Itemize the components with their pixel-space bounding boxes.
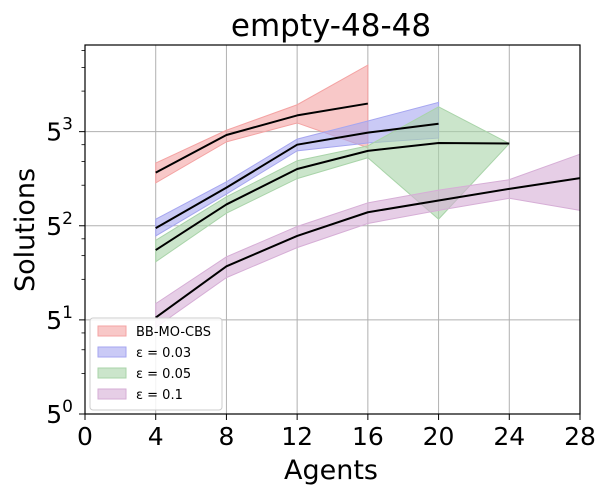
x-tick-label: 28: [564, 422, 596, 451]
x-tick-label: 20: [423, 422, 455, 451]
y-tick-label: 50: [46, 397, 73, 429]
legend-box: [89, 317, 223, 411]
y-axis-label: Solutions: [10, 168, 41, 292]
legend: BB-MO-CBS ε = 0.03 ε = 0.05 ε = 0.1: [89, 317, 223, 411]
plot-frame: [84, 44, 581, 415]
y-tick-label: 52: [46, 209, 73, 241]
series-line-2: [155, 141, 510, 251]
legend-label-2: ε = 0.05: [136, 367, 191, 382]
x-axis-label: Agents: [284, 455, 378, 486]
legend-swatch-3: [97, 388, 127, 400]
x-tick-label: 0: [77, 422, 93, 451]
x-tick-label: 12: [281, 422, 313, 451]
legend-label-0: BB-MO-CBS: [136, 325, 211, 340]
legend-swatch-2: [97, 367, 127, 379]
legend-swatch-1: [97, 346, 127, 358]
series-line-3: [155, 177, 581, 319]
x-tick-label: 4: [148, 422, 164, 451]
chart-title: empty-48-48: [231, 8, 431, 44]
series-line-0: [155, 102, 369, 174]
legend-label-3: ε = 0.1: [136, 388, 183, 403]
x-tick-label: 24: [493, 422, 525, 451]
x-tick-label: 8: [218, 422, 234, 451]
y-tick-label: 53: [46, 115, 73, 147]
y-tick-label: 51: [46, 303, 73, 335]
series-line-1: [155, 122, 439, 230]
legend-swatch-0: [97, 325, 127, 337]
x-tick-label: 16: [352, 422, 384, 451]
legend-label-1: ε = 0.03: [136, 346, 191, 361]
